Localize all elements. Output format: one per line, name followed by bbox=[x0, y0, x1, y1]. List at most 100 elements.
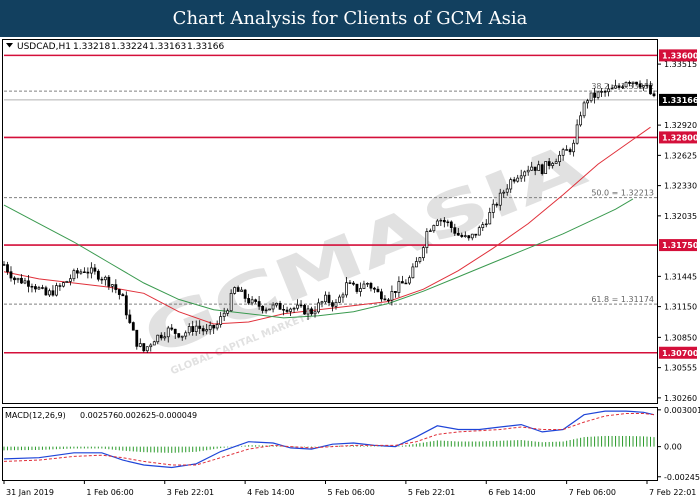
candle-down bbox=[282, 309, 285, 311]
candle-down bbox=[9, 271, 13, 279]
candle-up bbox=[138, 343, 142, 347]
candle-up bbox=[544, 161, 548, 175]
candle-down bbox=[261, 305, 264, 311]
candle-up bbox=[596, 91, 600, 98]
candle-up bbox=[645, 84, 649, 87]
candle-up bbox=[484, 223, 488, 226]
candle-up bbox=[338, 296, 341, 303]
time-tick-label: 7 Feb 22:01 bbox=[649, 488, 696, 497]
candle-down bbox=[453, 227, 457, 234]
candle-up bbox=[271, 304, 275, 310]
candle-up bbox=[505, 188, 509, 193]
candle-up bbox=[390, 291, 394, 301]
macd-line bbox=[3, 410, 655, 469]
candle-up bbox=[296, 304, 299, 309]
fibonacci-label: 61.8 = 1.31174 bbox=[591, 295, 654, 304]
candle-up bbox=[55, 285, 58, 296]
candle-up bbox=[502, 191, 506, 194]
candle-down bbox=[638, 83, 642, 88]
candle-up bbox=[275, 302, 278, 306]
candle-up bbox=[362, 283, 366, 289]
level-badge-label: 1.30700 bbox=[662, 349, 699, 358]
candle-up bbox=[366, 283, 369, 285]
collapse-triangle-icon[interactable] bbox=[6, 43, 13, 48]
candle-up bbox=[614, 85, 617, 89]
candle-up bbox=[229, 293, 233, 312]
candle-up bbox=[509, 179, 513, 190]
candle-up bbox=[477, 227, 481, 236]
candle-down bbox=[467, 235, 471, 239]
candle-up bbox=[65, 281, 69, 283]
candle-up bbox=[610, 87, 614, 90]
candle-down bbox=[533, 166, 537, 171]
current-price-badge bbox=[659, 93, 697, 106]
candle-up bbox=[582, 102, 586, 117]
candle-down bbox=[310, 308, 313, 315]
candle-down bbox=[191, 326, 195, 332]
candle-down bbox=[442, 219, 446, 223]
candle-down bbox=[30, 286, 34, 288]
time-tick-label: 5 Feb 22:01 bbox=[408, 488, 455, 497]
candle-up bbox=[180, 335, 184, 338]
symbol-value: 1.33163 bbox=[149, 42, 186, 52]
price-tick-label: 1.30555 bbox=[664, 364, 697, 373]
candle-down bbox=[352, 282, 355, 285]
candle-down bbox=[27, 280, 30, 287]
price-chart[interactable]: GCMASIA GLOBAL CAPITAL MARKETS USDCAD,H1… bbox=[0, 37, 700, 500]
candle-down bbox=[649, 84, 652, 95]
level-badge-label: 1.33600 bbox=[662, 51, 699, 60]
candle-down bbox=[404, 282, 408, 285]
candle-up bbox=[572, 142, 576, 153]
candle-up bbox=[215, 324, 219, 329]
symbol-value: 1.33218 bbox=[73, 42, 110, 52]
candle-up bbox=[240, 289, 244, 292]
symbol-value: 1.33224 bbox=[111, 42, 148, 52]
candle-up bbox=[341, 294, 345, 298]
candle-down bbox=[394, 291, 397, 293]
macd-plot-frame bbox=[2, 407, 658, 481]
candle-up bbox=[219, 316, 223, 325]
candle-up bbox=[152, 341, 156, 346]
candle-up bbox=[289, 308, 292, 312]
candle-up bbox=[359, 288, 362, 292]
candle-down bbox=[387, 299, 390, 302]
candle-up bbox=[79, 271, 83, 274]
candle-up bbox=[498, 192, 502, 206]
candle-up bbox=[292, 307, 296, 310]
candle-down bbox=[460, 234, 464, 237]
candle-down bbox=[331, 302, 334, 307]
candle-down bbox=[303, 304, 306, 315]
candle-down bbox=[327, 294, 331, 304]
candle-up bbox=[586, 100, 589, 104]
candle-up bbox=[407, 277, 411, 284]
candle-up bbox=[526, 169, 530, 173]
candle-down bbox=[376, 288, 380, 293]
candle-up bbox=[491, 203, 495, 213]
candle-down bbox=[107, 276, 111, 287]
macd-signal-line bbox=[3, 413, 655, 466]
current-price-label: 1.33166 bbox=[662, 96, 699, 105]
candle-up bbox=[72, 270, 76, 280]
candle-down bbox=[247, 298, 251, 304]
header-banner: Chart Analysis for Clients of GCM Asia bbox=[0, 0, 700, 37]
candle-up bbox=[589, 92, 593, 102]
candle-down bbox=[201, 328, 205, 332]
candle-up bbox=[156, 334, 160, 343]
candle-up bbox=[397, 281, 401, 293]
candle-up bbox=[205, 329, 209, 332]
candle-up bbox=[439, 219, 443, 222]
level-badge-label: 1.31750 bbox=[662, 241, 699, 250]
candle-up bbox=[194, 325, 198, 332]
candle-up bbox=[418, 257, 422, 262]
candle-up bbox=[414, 261, 418, 268]
level-badge bbox=[659, 49, 697, 62]
candle-up bbox=[432, 225, 436, 232]
candle-down bbox=[383, 298, 387, 301]
candle-down bbox=[96, 270, 100, 280]
candle-up bbox=[110, 284, 114, 287]
candle-down bbox=[236, 287, 240, 292]
candle-up bbox=[421, 247, 425, 259]
candle-down bbox=[285, 309, 289, 312]
candle-up bbox=[233, 287, 237, 294]
macd-layer bbox=[3, 410, 655, 469]
